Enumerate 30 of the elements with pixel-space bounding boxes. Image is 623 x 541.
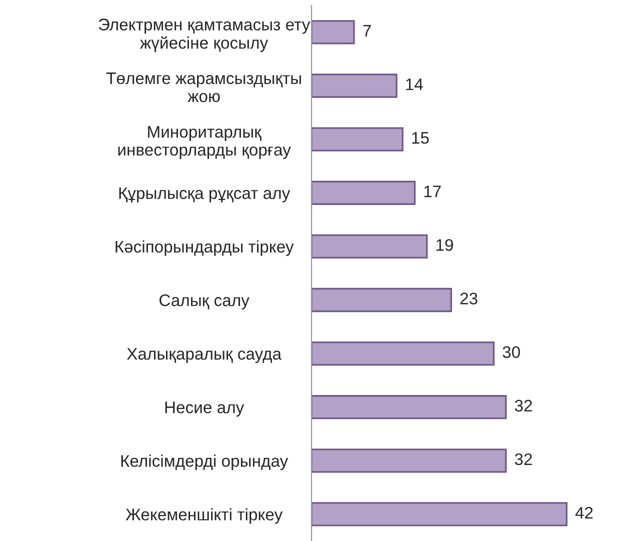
y-tick-label: Халықаралық сауда: [126, 348, 282, 364]
bar: [312, 395, 507, 420]
bar: [312, 74, 398, 98]
y-tick-label: Келісімдерді орындау: [121, 454, 288, 470]
y-tick-label: Несие алу: [165, 402, 244, 417]
bar: [312, 127, 404, 152]
data-label: 14: [406, 78, 423, 90]
y-tick-label: Салық салу: [160, 294, 250, 310]
y-tick-label: Кәсіпорындарды тіркеу: [116, 240, 294, 256]
y-tick-label: Электрмен қамтамасыз ету жүйесіне қосылу: [98, 18, 310, 52]
y-tick-label: Құрылысқа рұқсат алу: [119, 187, 290, 202]
data-label: 30: [502, 346, 520, 358]
data-label: 17: [424, 186, 441, 198]
bar: [312, 180, 416, 205]
data-label: 19: [436, 239, 453, 251]
data-label: 42: [575, 506, 593, 519]
bar: [312, 502, 568, 526]
bar: [312, 341, 495, 366]
bar: [312, 20, 355, 44]
data-label: 15: [412, 132, 429, 144]
data-label: 23: [460, 292, 478, 304]
bar: [312, 234, 428, 259]
y-tick-label: Жекеменшікті тіркеу: [126, 508, 283, 524]
data-label: 7: [363, 25, 371, 36]
y-tick-label: Төлемге жарамсыздықты жою: [106, 72, 301, 102]
bar: [312, 448, 507, 473]
y-tick-label: Миноритарлық инвесторларды қорғау: [118, 126, 291, 159]
data-label: 32: [514, 400, 532, 412]
bar: [312, 288, 452, 312]
data-label: 32: [514, 453, 532, 466]
